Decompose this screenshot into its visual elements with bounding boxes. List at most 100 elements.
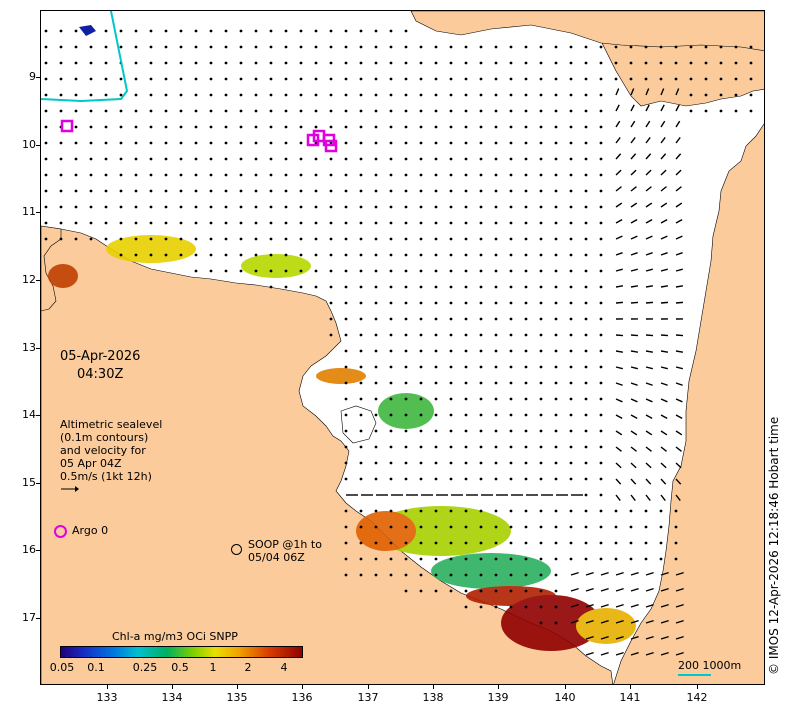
velocity-vector bbox=[74, 141, 78, 145]
velocity-vector bbox=[59, 141, 63, 145]
velocity-vector bbox=[599, 109, 603, 113]
velocity-vector bbox=[600, 635, 609, 640]
velocity-vector bbox=[314, 141, 318, 145]
velocity-vector bbox=[539, 61, 543, 65]
velocity-vector bbox=[524, 221, 528, 225]
velocity-vector bbox=[675, 235, 683, 240]
velocity-vector bbox=[660, 651, 669, 656]
velocity-vector bbox=[569, 413, 573, 417]
lon-tick-label: 138 bbox=[422, 691, 444, 704]
velocity-vector bbox=[59, 77, 63, 81]
altimetry-legend: Altimetric sealevel (0.1m contours) and … bbox=[60, 418, 162, 496]
velocity-vector bbox=[269, 205, 273, 209]
velocity-vector bbox=[104, 29, 108, 33]
velocity-vector bbox=[509, 381, 513, 385]
velocity-vector bbox=[44, 173, 48, 177]
velocity-vector bbox=[44, 61, 48, 65]
velocity-vector bbox=[615, 651, 624, 656]
velocity-vector bbox=[299, 29, 303, 33]
velocity-vector bbox=[329, 157, 333, 161]
velocity-vector bbox=[269, 141, 273, 145]
velocity-vector bbox=[479, 77, 483, 81]
velocity-vector bbox=[239, 253, 243, 257]
velocity-vector bbox=[569, 285, 573, 289]
velocity-vector bbox=[299, 221, 303, 225]
velocity-vector bbox=[584, 493, 588, 497]
velocity-vector bbox=[314, 173, 318, 177]
velocity-vector bbox=[419, 253, 423, 257]
velocity-vector bbox=[630, 382, 638, 386]
velocity-vector bbox=[494, 349, 498, 353]
velocity-vector bbox=[44, 237, 48, 241]
velocity-vector bbox=[254, 77, 258, 81]
velocity-vector bbox=[419, 157, 423, 161]
lon-tick-label: 133 bbox=[96, 691, 118, 704]
velocity-vector bbox=[554, 573, 558, 577]
velocity-vector bbox=[419, 397, 423, 401]
velocity-vector bbox=[254, 157, 258, 161]
velocity-vector bbox=[509, 109, 513, 113]
velocity-vector bbox=[644, 509, 648, 513]
velocity-vector bbox=[554, 61, 558, 65]
velocity-vector bbox=[615, 619, 624, 624]
velocity-vector bbox=[599, 509, 603, 513]
velocity-vector bbox=[299, 285, 303, 289]
velocity-vector bbox=[554, 349, 558, 353]
velocity-vector bbox=[660, 169, 667, 176]
velocity-vector bbox=[134, 173, 138, 177]
velocity-vector bbox=[645, 218, 653, 224]
velocity-vector bbox=[599, 493, 603, 497]
velocity-vector bbox=[524, 317, 528, 321]
velocity-vector bbox=[449, 109, 453, 113]
velocity-vector bbox=[194, 173, 198, 177]
velocity-vector bbox=[374, 525, 378, 529]
velocity-vector bbox=[299, 93, 303, 97]
velocity-vector bbox=[434, 317, 438, 321]
map-panel[interactable] bbox=[40, 10, 765, 685]
velocity-vector bbox=[389, 125, 393, 129]
velocity-vector bbox=[539, 557, 543, 561]
velocity-vector bbox=[660, 446, 667, 452]
velocity-vector bbox=[284, 173, 288, 177]
lon-tick-label: 139 bbox=[487, 691, 509, 704]
velocity-vector bbox=[524, 477, 528, 481]
velocity-vector bbox=[630, 398, 638, 403]
velocity-vector bbox=[179, 157, 183, 161]
velocity-vector bbox=[615, 366, 623, 370]
velocity-vector bbox=[704, 45, 708, 49]
velocity-vector bbox=[164, 253, 168, 257]
velocity-vector bbox=[374, 301, 378, 305]
velocity-vector bbox=[374, 381, 378, 385]
colorbar-tick-label: 0.05 bbox=[49, 661, 75, 674]
velocity-vector bbox=[404, 333, 408, 337]
velocity-vector bbox=[179, 205, 183, 209]
velocity-vector bbox=[464, 301, 468, 305]
velocity-vector bbox=[344, 461, 348, 465]
velocity-vector bbox=[194, 141, 198, 145]
velocity-vector bbox=[434, 157, 438, 161]
velocity-vector bbox=[419, 557, 423, 561]
velocity-vector bbox=[434, 365, 438, 369]
velocity-vector bbox=[479, 317, 483, 321]
velocity-vector bbox=[539, 397, 543, 401]
velocity-vector bbox=[675, 301, 684, 304]
velocity-vector bbox=[239, 141, 243, 145]
velocity-vector bbox=[374, 109, 378, 113]
velocity-vector bbox=[599, 429, 603, 433]
velocity-vector bbox=[344, 285, 348, 289]
velocity-vector bbox=[479, 461, 483, 465]
velocity-vector bbox=[569, 221, 573, 225]
velocity-vector bbox=[584, 397, 588, 401]
velocity-vector bbox=[509, 365, 513, 369]
velocity-vector bbox=[434, 557, 438, 561]
velocity-vector bbox=[359, 461, 363, 465]
velocity-vector bbox=[599, 77, 603, 81]
velocity-vector bbox=[299, 205, 303, 209]
lat-tick-label: 12 bbox=[22, 273, 36, 286]
velocity-vector bbox=[509, 93, 513, 97]
velocity-vector bbox=[645, 398, 653, 403]
velocity-vector bbox=[585, 651, 594, 656]
velocity-vector bbox=[269, 237, 273, 241]
velocity-vector bbox=[419, 461, 423, 465]
velocity-vector bbox=[329, 221, 333, 225]
